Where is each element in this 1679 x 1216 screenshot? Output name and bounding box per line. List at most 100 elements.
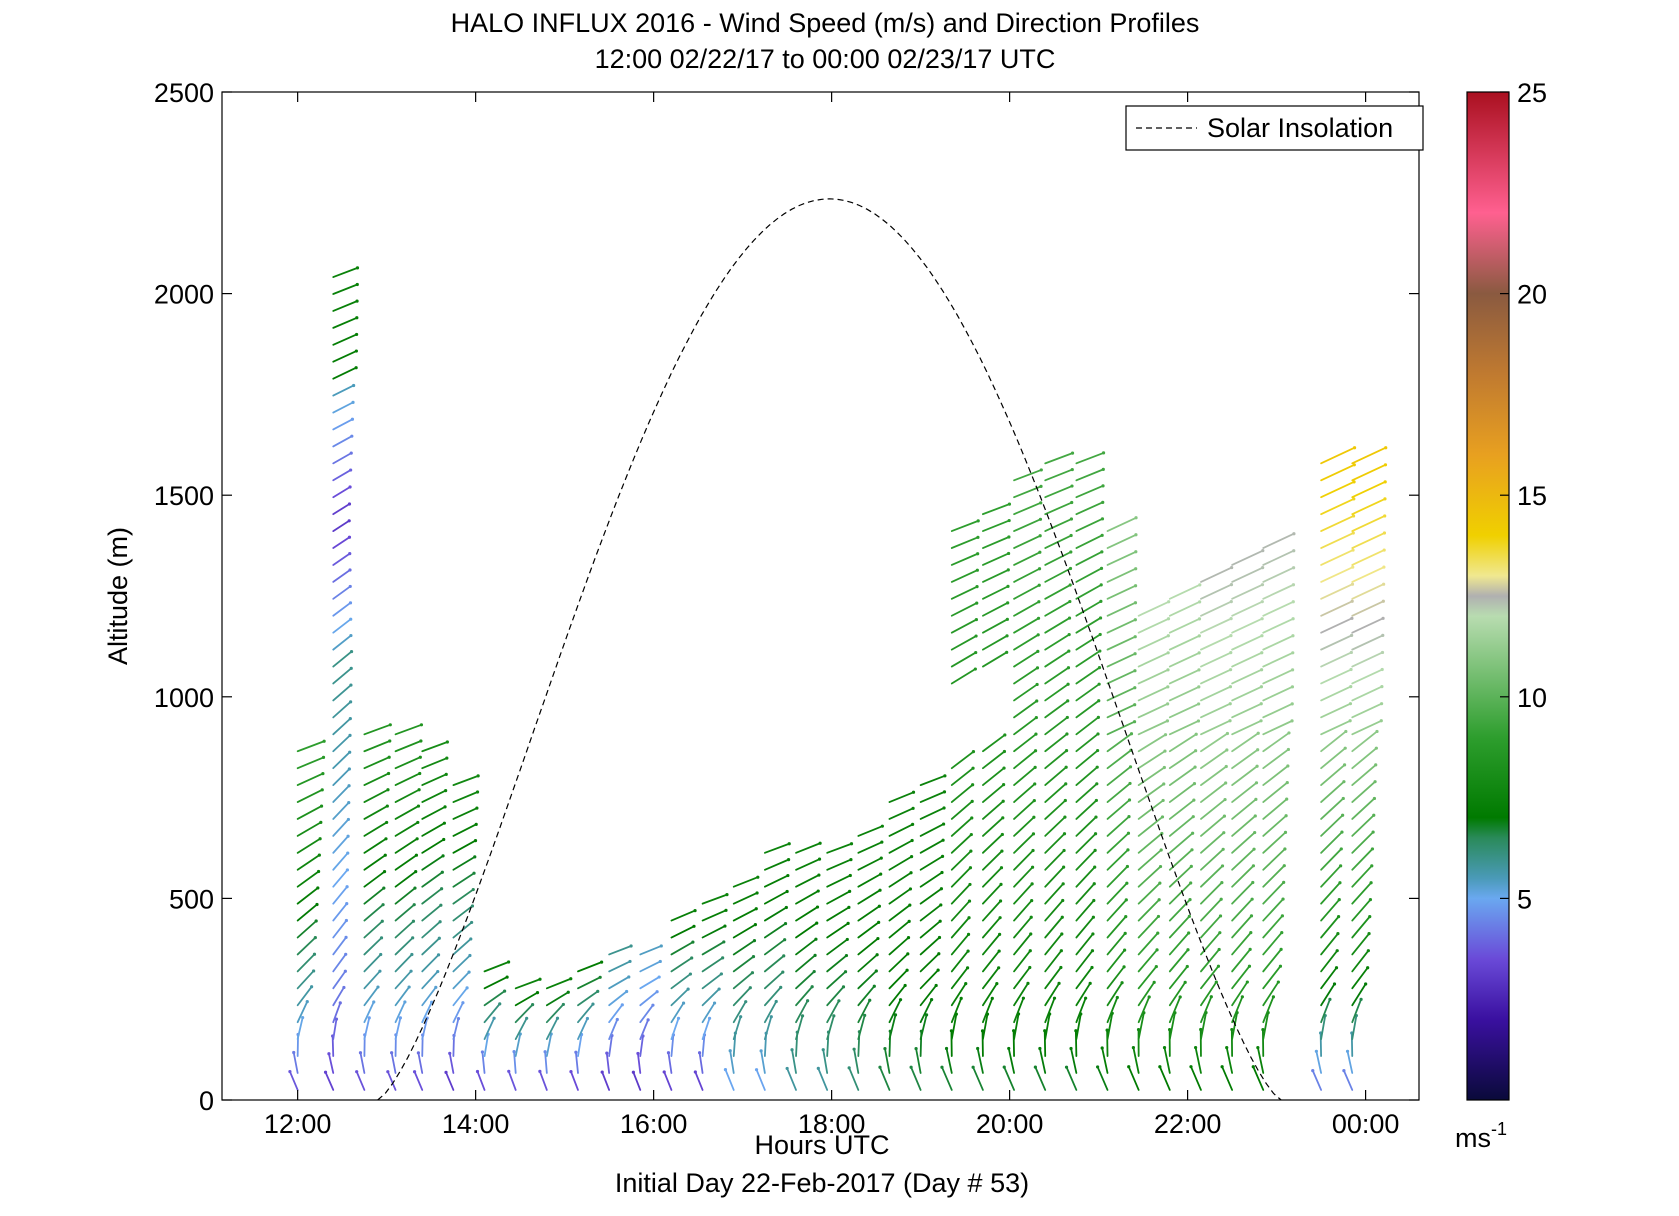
wind-arrow-head (707, 1016, 712, 1020)
wind-arrow (1106, 932, 1127, 956)
wind-arrow (1137, 816, 1164, 837)
wind-arrow (1262, 965, 1282, 990)
wind-arrow (1075, 916, 1095, 939)
wind-arrow-head (1159, 848, 1163, 852)
wind-arrow (950, 950, 969, 973)
wind-arrow (1320, 617, 1353, 634)
wind-arrow-head (342, 985, 346, 990)
wind-arrow-head (1057, 981, 1061, 985)
wind-arrow (857, 985, 876, 1007)
wind-arrow-head (1127, 815, 1131, 819)
wind-arrow-head (346, 851, 350, 855)
wind-arrow-head (1292, 532, 1296, 536)
wind-arrow-head (1165, 719, 1170, 723)
wind-arrow (1200, 719, 1231, 736)
wind-arrow (1200, 765, 1228, 787)
wind-arrow (1106, 882, 1128, 905)
wind-arrow (1311, 1069, 1323, 1091)
wind-arrow-head (754, 907, 758, 911)
wind-arrow-head (1218, 931, 1222, 935)
wind-arrow-head (1339, 847, 1343, 851)
wind-arrow (394, 1001, 406, 1024)
wind-arrow-head (1278, 964, 1283, 968)
wind-arrow (950, 569, 979, 583)
wind-arrow-head (440, 887, 444, 891)
wind-arrow (1137, 882, 1161, 905)
wind-arrow (1013, 799, 1036, 820)
wind-arrow-head (1187, 914, 1191, 918)
wind-arrow-head (723, 924, 727, 928)
wind-arrow (1075, 534, 1104, 549)
wind-arrow-head (681, 1001, 686, 1005)
wind-arrow (1075, 452, 1105, 465)
wind-arrow (795, 954, 816, 973)
wind-arrow-head (385, 804, 389, 808)
wind-arrow (514, 1003, 534, 1024)
wind-arrow-head (1251, 864, 1256, 868)
wind-arrow (1168, 865, 1193, 888)
wind-arrow-head (1189, 1065, 1193, 1069)
wind-arrow-head (382, 870, 387, 874)
wind-arrow-head (1351, 548, 1355, 552)
wind-arrow-head (1280, 930, 1284, 935)
wind-arrow-head (322, 739, 326, 743)
wind-arrow (1137, 750, 1166, 770)
wind-arrow-head (999, 882, 1003, 886)
wind-arrow-head (349, 649, 354, 654)
wind-arrow (1320, 515, 1355, 532)
wind-arrow-head (543, 1050, 547, 1054)
wind-arrow-head (441, 854, 445, 858)
wind-arrow-head (939, 903, 943, 907)
wind-arrow (1044, 866, 1065, 888)
wind-arrow (296, 788, 324, 803)
wind-arrow-head (1253, 814, 1257, 818)
wind-arrow (1075, 749, 1099, 770)
wind-arrow (919, 969, 940, 990)
wind-arrow (1200, 965, 1220, 990)
wind-arrow-head (1224, 764, 1228, 769)
wind-arrow (982, 503, 1011, 516)
wind-arrow (1351, 463, 1387, 482)
wind-arrow (1320, 983, 1336, 1007)
wind-arrow (1262, 848, 1286, 871)
wind-arrow (1200, 948, 1221, 973)
wind-arrow-head (417, 788, 421, 792)
wind-arrow (1200, 881, 1223, 905)
wind-arrow-head (1035, 699, 1039, 703)
wind-arrow (332, 768, 351, 787)
wind-arrow (982, 966, 1000, 990)
wind-arrow (1044, 966, 1062, 990)
wind-arrow-head (971, 750, 976, 754)
wind-arrow-head (605, 1051, 609, 1055)
wind-arrow (1320, 881, 1341, 905)
wind-arrow (732, 892, 758, 905)
wind-arrow (755, 1068, 766, 1091)
wind-arrow-head (1125, 864, 1130, 869)
wind-arrow-head (628, 959, 632, 964)
wind-arrow-head (1367, 932, 1371, 936)
wind-arrow-head (837, 999, 841, 1003)
wind-arrow-head (312, 969, 316, 973)
wind-arrow-head (1167, 600, 1171, 604)
wind-arrow-head (1339, 864, 1343, 868)
wind-arrow (826, 938, 849, 956)
wind-arrow-head (349, 633, 353, 638)
wind-arrow-head (1197, 651, 1201, 655)
wind-arrow (1168, 799, 1195, 820)
wind-arrow-head (1382, 565, 1386, 569)
wind-arrow (1137, 948, 1158, 973)
wind-arrow-head (444, 789, 448, 793)
wind-arrow-head (1064, 765, 1068, 769)
wind-arrow-head (569, 977, 573, 981)
wind-arrow-head (995, 982, 999, 986)
wind-arrow (982, 734, 1006, 753)
wind-arrow (732, 955, 755, 973)
wind-arrow (888, 969, 908, 990)
wind-arrow (332, 384, 355, 397)
wind-arrow-head (1198, 600, 1202, 604)
wind-arrow (982, 997, 994, 1024)
wind-arrow-head (849, 842, 854, 846)
wind-arrow (1013, 666, 1039, 685)
wind-arrow (332, 333, 358, 346)
wind-arrow-head (416, 1051, 420, 1055)
